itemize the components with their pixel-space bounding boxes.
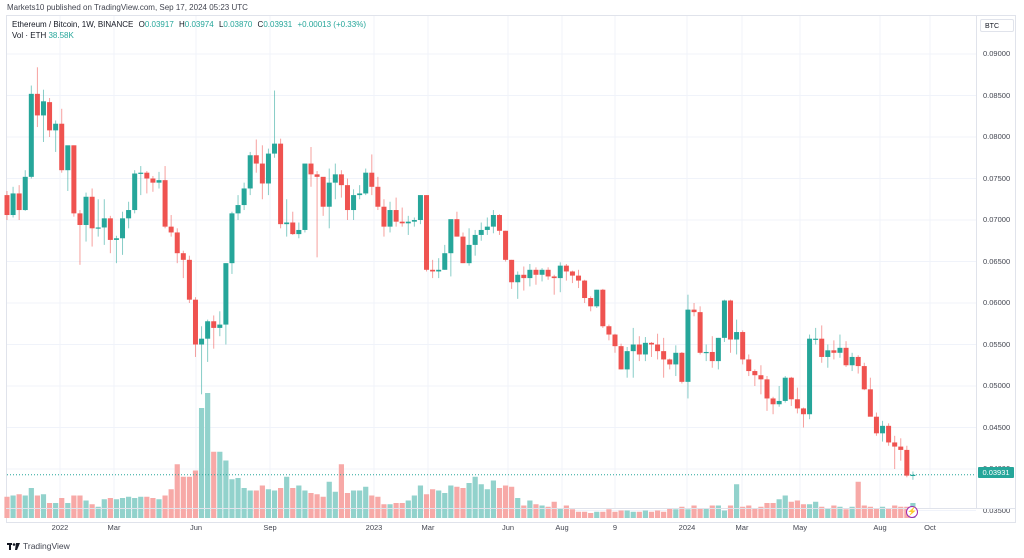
time-tick-label: 9: [612, 523, 618, 532]
time-tick-label: 2023: [365, 523, 383, 532]
price-axis[interactable]: [976, 15, 1017, 508]
price-tick-label: 0.09000: [983, 49, 1011, 58]
time-tick-label: 2024: [678, 523, 696, 532]
price-tick-label: 0.06000: [983, 298, 1011, 307]
volume-value: 38.58K: [48, 31, 74, 40]
change-value: +0.00013 (+0.33%): [297, 20, 366, 29]
footer-brand: TradingView: [23, 541, 70, 551]
low-label: L: [218, 20, 224, 29]
price-tick-label: 0.07500: [983, 173, 1011, 183]
publish-info: Markets10 published on TradingView.com, …: [7, 3, 248, 12]
time-axis-divider: [6, 508, 1016, 509]
close-label: C: [257, 20, 264, 29]
price-tick-label: 0.06500: [983, 256, 1011, 266]
currency-button[interactable]: BTC: [980, 19, 1014, 32]
price-tick-label: 0.05000: [983, 381, 1011, 390]
price-tick-label: 0.03500: [983, 505, 1011, 515]
time-tick-label: Oct: [924, 523, 936, 532]
legend-volume-row: Vol · ETH 38.58K: [12, 30, 366, 41]
time-tick-label: Aug: [873, 523, 887, 532]
tv-logo-icon: [7, 542, 20, 550]
lightning-event-icon[interactable]: ⚡: [906, 506, 918, 518]
time-tick-label: Aug: [555, 523, 569, 532]
time-tick-label: Mar: [107, 523, 121, 532]
price-tick-label: 0.07000: [983, 215, 1011, 224]
tradingview-logo: TradingView: [7, 541, 70, 551]
last-price-tag: 0.03931: [978, 467, 1014, 478]
price-tick-label: 0.08500: [983, 90, 1011, 100]
open-value: 0.03917: [144, 20, 174, 29]
time-tick-label: May: [792, 523, 808, 532]
time-tick-label: Jun: [189, 523, 203, 532]
high-value: 0.03974: [184, 20, 214, 29]
time-tick-label: Mar: [421, 523, 435, 532]
close-value: 0.03931: [263, 20, 293, 29]
volume-label[interactable]: Vol · ETH: [12, 31, 47, 40]
price-tick-label: 0.08000: [983, 132, 1011, 141]
price-tick-label: 0.05500: [983, 339, 1011, 349]
time-tick-label: 2022: [51, 523, 69, 532]
symbol-title[interactable]: Ethereum / Bitcoin, 1W, BINANCE: [12, 20, 134, 29]
low-value: 0.03870: [223, 20, 253, 29]
chart-frame[interactable]: [6, 15, 1016, 523]
open-label: O: [138, 20, 145, 29]
chart-legend: Ethereum / Bitcoin, 1W, BINANCE O0.03917…: [12, 19, 366, 41]
time-tick-label: Jun: [501, 523, 515, 532]
price-tick-label: 0.04500: [983, 422, 1011, 432]
time-tick-label: Mar: [735, 523, 749, 532]
time-tick-label: Sep: [263, 523, 277, 532]
legend-ohlc-row: Ethereum / Bitcoin, 1W, BINANCE O0.03917…: [12, 19, 366, 30]
high-label: H: [179, 20, 185, 29]
